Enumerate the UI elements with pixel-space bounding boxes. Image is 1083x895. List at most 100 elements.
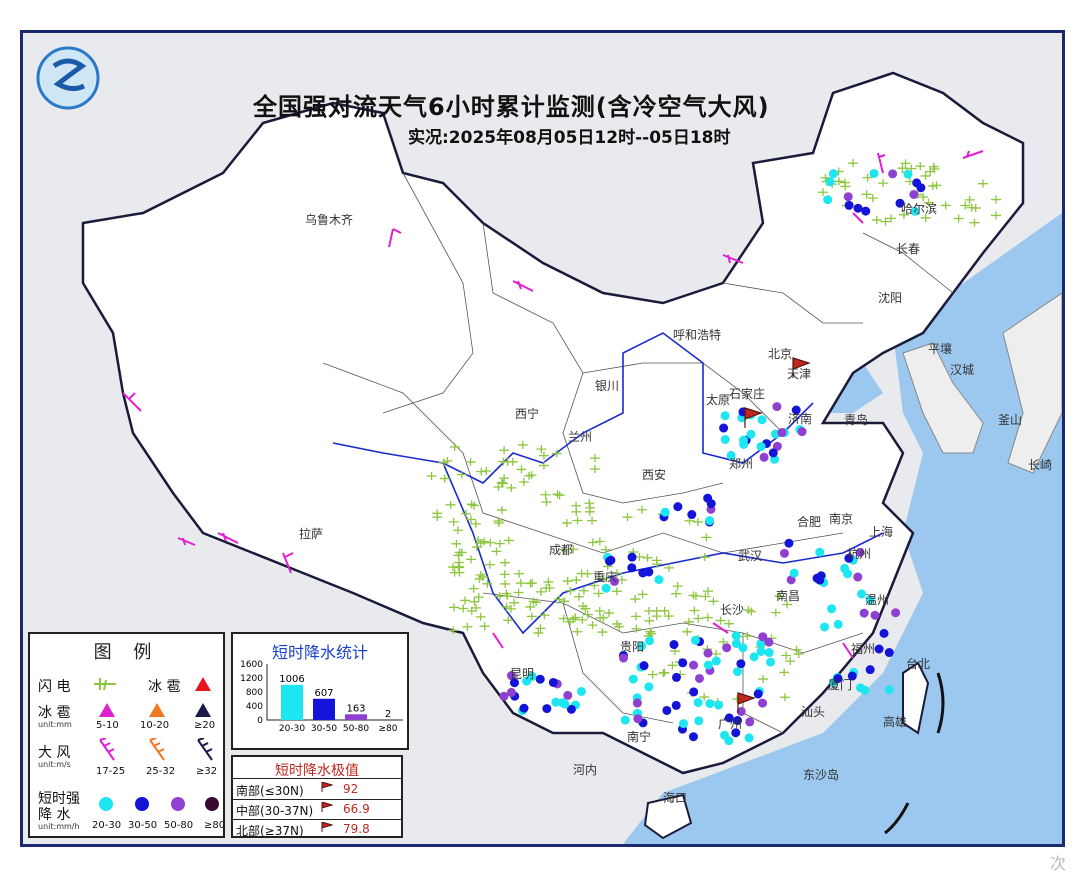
- bar: [281, 684, 303, 720]
- rain-dot: [506, 671, 516, 681]
- lightning-mark: [513, 588, 524, 597]
- rain-30-50-icon: [135, 797, 149, 811]
- rain-dot: [739, 439, 749, 449]
- lightning-mark: [552, 490, 563, 499]
- lightning-mark: [499, 474, 510, 483]
- lightning-mark: [543, 577, 554, 586]
- city-label: 西宁: [515, 407, 540, 421]
- rain-dot: [815, 575, 825, 585]
- city-label: 汉城: [950, 363, 975, 377]
- rain-dot: [705, 516, 715, 526]
- city-label: 沈阳: [878, 291, 903, 305]
- lightning-mark: [746, 607, 757, 616]
- lightning-mark: [637, 505, 648, 514]
- lightning-mark: [559, 597, 570, 606]
- rain-dot: [522, 676, 532, 686]
- lightning-mark: [536, 445, 547, 454]
- city-label: 海口: [663, 791, 688, 805]
- bar-value-label: 163: [346, 703, 365, 714]
- lightning-mark: [920, 171, 931, 180]
- city-label: 南昌: [776, 589, 801, 603]
- lightning-mark: [603, 608, 614, 617]
- rain-dot: [654, 575, 664, 585]
- lightning-mark: [540, 490, 551, 499]
- rain-dot: [756, 639, 766, 649]
- wind-ge32-icon: [197, 738, 213, 761]
- rain-dot: [719, 423, 729, 433]
- hail-10-20-icon: [149, 703, 165, 717]
- china-land: [81, 71, 1025, 775]
- city-label: 成都: [549, 543, 574, 557]
- city-label: 东沙岛: [803, 768, 840, 782]
- lightning-mark: [475, 612, 486, 621]
- lightning-mark: [473, 593, 484, 602]
- wind-17-25-icon: [99, 738, 115, 761]
- y-tick-label: 1200: [240, 674, 263, 684]
- lightning-mark: [449, 443, 460, 452]
- rain-dot: [759, 452, 769, 462]
- legend-hail-top-label: 冰 雹: [148, 679, 181, 695]
- rain-dot: [726, 450, 736, 460]
- flag-icon: [321, 802, 333, 812]
- lightning-mark: [589, 464, 600, 473]
- lightning-mark: [663, 612, 674, 621]
- lightning-mark: [439, 474, 450, 483]
- lightning-mark: [690, 592, 701, 601]
- lightning-mark: [458, 604, 469, 613]
- lightning-mark: [496, 478, 507, 487]
- city-label: 河内: [573, 763, 598, 777]
- legend-panel: 图 例 闪 电 冰 雹 冰 雹 unit:mm 5-10 10-20 ≥20 大…: [28, 632, 225, 838]
- lightning-mark: [925, 167, 936, 176]
- lightning-mark: [499, 570, 510, 579]
- rain-dot: [844, 200, 854, 210]
- x-tick-label: 50-80: [343, 724, 369, 734]
- lightning-mark: [562, 577, 573, 586]
- extremes-row-value: 66.9: [343, 802, 370, 816]
- lightning-mark: [500, 579, 511, 588]
- lightning-mark: [923, 198, 934, 207]
- rain-dot: [855, 683, 865, 693]
- lightning-mark: [793, 650, 804, 659]
- rain-dot: [789, 568, 799, 578]
- lightning-mark: [584, 499, 595, 508]
- rain-ge80-icon: [205, 797, 219, 811]
- lightning-mark: [611, 587, 622, 596]
- city-label: 北京: [768, 347, 793, 361]
- rain-dot: [639, 661, 649, 671]
- cma-logo: [36, 46, 100, 110]
- bar-value-label: 607: [314, 688, 333, 699]
- rain-dot: [720, 411, 730, 421]
- china-map: [36, 46, 1062, 844]
- lightning-mark: [779, 693, 790, 702]
- lightning-mark: [779, 668, 790, 677]
- lightning-mark: [708, 597, 719, 606]
- lightning-mark: [580, 604, 591, 613]
- lightning-mark: [561, 519, 572, 528]
- rain-dot: [853, 203, 863, 213]
- rain-dot: [689, 660, 699, 670]
- lightning-mark: [647, 670, 658, 679]
- watermark-text: 次: [1050, 854, 1067, 873]
- rain-dot: [879, 628, 889, 638]
- lightning-mark: [630, 595, 641, 604]
- lightning-mark: [565, 617, 576, 626]
- lightning-mark: [587, 516, 598, 525]
- lightning-mark: [597, 628, 608, 637]
- city-label: 南京: [829, 512, 854, 526]
- hail-flags: [737, 357, 811, 713]
- hail-5-10-icon: [99, 703, 115, 717]
- lightning-mark: [906, 164, 917, 173]
- legend-rain-unit: unit:mm/h: [38, 822, 80, 831]
- rain-dot: [757, 415, 767, 425]
- hail-ge20-icon: [195, 703, 211, 717]
- city-label: 南宁: [627, 730, 652, 744]
- lightning-mark: [631, 624, 642, 633]
- rain-dot: [797, 427, 807, 437]
- rain-dot: [772, 402, 782, 412]
- stats-panel: 短时降水统计 1600 1200 800 400 0 1006 20-30 607 30-50 1…: [231, 632, 409, 750]
- lightning-mark: [470, 519, 481, 528]
- lightning-mark: [503, 536, 514, 545]
- rain-dot: [731, 639, 741, 649]
- lightning-mark: [839, 178, 850, 187]
- lightning-mark: [582, 610, 593, 619]
